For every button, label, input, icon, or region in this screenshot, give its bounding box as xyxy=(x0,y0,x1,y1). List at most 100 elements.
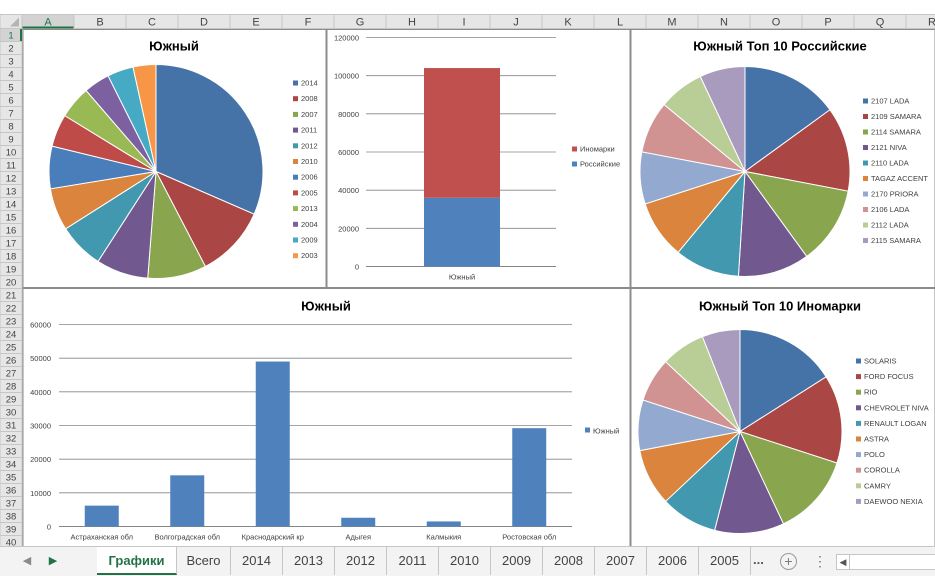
y-tick-label: 50000 xyxy=(30,354,51,363)
pie-slice[interactable] xyxy=(154,170,255,268)
legend-swatch xyxy=(293,174,298,180)
legend-entry: FORD FOCUS xyxy=(864,372,914,381)
pie-slice[interactable] xyxy=(132,63,157,172)
x-tick-label: Адыгея xyxy=(345,533,371,542)
sheet-tab[interactable]: 2008 xyxy=(543,547,595,575)
pie-slice[interactable] xyxy=(738,376,843,464)
prev-sheet-icon[interactable]: ◀ xyxy=(22,555,32,567)
row-header-label: 5 xyxy=(8,83,13,94)
x-tick-label: Южный xyxy=(449,273,475,282)
chart-bar-south-regions[interactable]: Южный 0 10000 20000 30000 40000 50000 60000 Астр… xyxy=(22,288,631,549)
legend-swatch xyxy=(293,253,298,259)
chart-stacked-bar-south[interactable]: 0 20000 40000 60000 80000 100000 120000 Южный Ин… xyxy=(326,29,631,288)
sheet-tab[interactable]: 2013 xyxy=(283,547,335,575)
row-header-label: 6 xyxy=(8,96,13,107)
legend-entry: 2106 LADA xyxy=(871,205,909,214)
legend-entry: 2006 xyxy=(301,173,318,182)
sheet-tab[interactable]: 2006 xyxy=(647,547,699,575)
legend-entry: RENAULT LOGAN xyxy=(864,419,927,428)
legend-entry: 2013 xyxy=(301,204,318,213)
pie-slice[interactable] xyxy=(714,430,785,534)
legend-swatch xyxy=(293,80,298,86)
x-tick-label: Ростовская обл xyxy=(502,533,556,542)
chart-pie-top10-foreign[interactable]: Южный Топ 10 Иномарки SOLARIS FORD FOCUS RI… xyxy=(630,288,935,549)
next-sheet-icon[interactable]: ▶ xyxy=(48,555,58,567)
chart-pie-south-years[interactable]: Южный 2014 2008 2007 2011 2012 2010 2006 2005 201… xyxy=(22,29,327,288)
bar[interactable] xyxy=(170,475,205,527)
row-header-label: 29 xyxy=(6,395,17,406)
sheet-tab[interactable]: Всего xyxy=(177,547,231,575)
legend-entry: Российские xyxy=(580,160,620,169)
sheet-tab[interactable]: 2010 xyxy=(439,547,491,575)
chart-title: Южный xyxy=(301,299,351,314)
legend-entry: 2003 xyxy=(301,251,318,260)
pie-slice[interactable] xyxy=(737,170,808,277)
legend-swatch xyxy=(863,98,868,104)
row-header-label: 33 xyxy=(6,447,17,458)
bar[interactable] xyxy=(341,517,376,527)
row-header-label: 10 xyxy=(6,148,17,159)
legend-swatch xyxy=(856,483,861,489)
y-tick-label: 20000 xyxy=(30,455,51,464)
column-header-label: I xyxy=(462,17,465,29)
sheet-tab[interactable]: Графики xyxy=(97,547,177,575)
pie-slice[interactable] xyxy=(701,328,741,432)
bar[interactable] xyxy=(512,428,547,527)
column-header-label: M xyxy=(667,17,676,29)
bar-segment[interactable] xyxy=(424,68,500,198)
legend-entry: TAGAZ ACCENT xyxy=(871,174,928,183)
row-header-label: 35 xyxy=(6,473,17,484)
legend-swatch xyxy=(856,420,861,426)
legend-entry: 2109 SAMARA xyxy=(871,112,921,121)
legend-swatch xyxy=(293,96,298,102)
legend-entry: 2004 xyxy=(301,220,318,229)
horizontal-scrollbar[interactable]: ◀ xyxy=(836,554,935,570)
more-tabs-button[interactable]: ... xyxy=(753,552,764,567)
chart-pie-top10-russian[interactable]: Южный Топ 10 Российские 2107 LADA 2109 SAM… xyxy=(630,29,935,288)
row-header-label: 38 xyxy=(6,512,17,523)
row-header-label: 30 xyxy=(6,408,17,419)
legend-entry: 2005 xyxy=(301,188,318,197)
bar-segment[interactable] xyxy=(424,197,500,267)
row-header-label: 2 xyxy=(8,44,13,55)
sheet-tab[interactable]: 2012 xyxy=(335,547,387,575)
legend-swatch xyxy=(293,143,298,149)
column-header-label: O xyxy=(772,17,781,29)
row-header-label: 23 xyxy=(6,317,17,328)
pie-slice[interactable] xyxy=(743,109,851,192)
sheet-tab[interactable]: 2014 xyxy=(231,547,283,575)
pie-slice[interactable] xyxy=(743,170,849,258)
row-header-label: 28 xyxy=(6,382,17,393)
legend-entry: 2110 LADA xyxy=(871,159,909,168)
legend-swatch xyxy=(293,111,298,117)
legend-swatch xyxy=(863,145,868,150)
column-header-label: N xyxy=(720,17,728,29)
legend-entry: 2121 NIVA xyxy=(871,143,907,152)
legend-entry: 2009 xyxy=(301,236,318,245)
pie-slice[interactable] xyxy=(699,65,746,172)
x-tick-label: Астраханская обл xyxy=(70,533,133,542)
legend-swatch xyxy=(863,238,868,243)
pie-slice[interactable] xyxy=(739,430,838,525)
y-tick-label: 120000 xyxy=(334,34,359,43)
bar[interactable] xyxy=(426,521,461,527)
pie-slice[interactable] xyxy=(744,65,831,173)
sheet-tab[interactable]: 2005 xyxy=(699,547,751,575)
sheet-tab[interactable]: 2007 xyxy=(595,547,647,575)
scroll-left-icon[interactable]: ◀ xyxy=(837,555,850,569)
legend-entry: 2007 xyxy=(301,110,318,119)
vertical-dots-icon[interactable]: ⋮ xyxy=(813,553,827,569)
pie-slice[interactable] xyxy=(155,63,264,215)
plus-circle-icon[interactable]: + xyxy=(780,553,797,570)
legend-swatch xyxy=(293,237,298,243)
row-header-label: 19 xyxy=(6,265,17,276)
sheet-tab[interactable]: 2011 xyxy=(387,547,439,575)
bar[interactable] xyxy=(84,505,119,527)
legend-entry: 2107 LADA xyxy=(871,97,909,106)
pie-slice[interactable] xyxy=(739,328,827,433)
sheet-tab[interactable]: 2009 xyxy=(491,547,543,575)
chart-title: Южный Топ 10 Российские xyxy=(693,39,866,54)
column-header-cell[interactable] xyxy=(905,14,935,29)
bar[interactable] xyxy=(255,361,290,527)
y-tick-label: 40000 xyxy=(30,388,51,397)
